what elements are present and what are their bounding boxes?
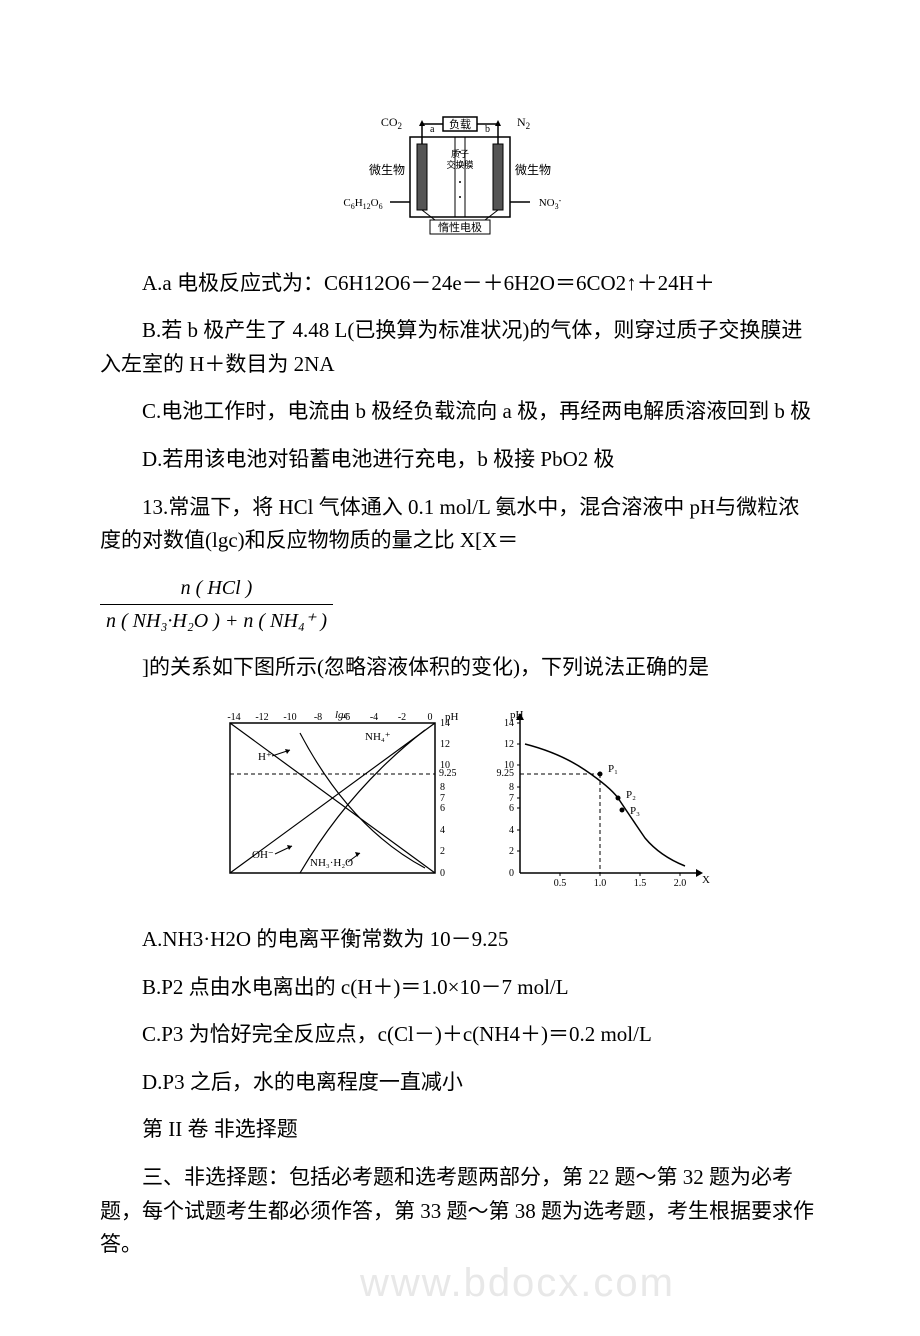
svg-text:1.5: 1.5: [634, 878, 647, 889]
svg-text:12: 12: [504, 739, 514, 750]
svg-text:0: 0: [428, 712, 433, 723]
svg-text:2.0: 2.0: [674, 878, 687, 889]
electrode-a-label: a: [430, 124, 435, 135]
q13-fraction: n ( HCl ) n ( NH₃·H₂O ) + n ( NH₄⁺ ): [100, 572, 820, 637]
svg-text:-4: -4: [370, 712, 378, 723]
svg-text:2: 2: [440, 846, 445, 857]
membrane-label-1: 质子: [451, 148, 469, 159]
option-C: C.电池工作时，电流由 b 极经负载流向 a 极，再经两电解质溶液回到 b 极: [100, 395, 820, 429]
svg-text:2: 2: [509, 846, 514, 857]
section2-title: 第 II 卷 非选择题: [100, 1113, 820, 1147]
fuel-cell-svg: 负载 CO2 N2 a b 微生物 微生物 C6H12O6 NO3- 质子 交换…: [335, 112, 585, 242]
q13-option-A: A.NH3·H2O 的电离平衡常数为 10－9.25: [100, 923, 820, 957]
right-chart: pH X 0 2 4 6 7 8 9.25 10 12 14 0.5 1.0: [497, 709, 711, 889]
co2-label: CO2: [381, 115, 402, 131]
left-micro-label: 微生物: [369, 163, 405, 177]
q13-option-D: D.P3 之后，水的电离程度一直减小: [100, 1066, 820, 1100]
svg-text:1.0: 1.0: [594, 878, 607, 889]
no3-label: NO3-: [539, 196, 562, 211]
section3-desc: 三、非选择题：包括必考题和选考题两部分，第 22 题～第 32 题为必考题，每个…: [100, 1161, 820, 1262]
svg-text:14: 14: [440, 718, 450, 729]
q13-stem: 13.常温下，将 HCl 气体通入 0.1 mol/L 氨水中，混合溶液中 pH…: [100, 491, 820, 558]
svg-text:-6: -6: [342, 712, 350, 723]
svg-text:10: 10: [504, 760, 514, 771]
c6h12o6-label: C6H12O6: [343, 197, 382, 211]
frac-num: n ( HCl ): [100, 572, 333, 604]
option-B: B.若 b 极产生了 4.48 L(已换算为标准状况)的气体，则穿过质子交换膜进…: [100, 314, 820, 381]
svg-text:-10: -10: [283, 712, 296, 723]
svg-text:-2: -2: [398, 712, 406, 723]
svg-text:NH₃·H₂O: NH₃·H₂O: [310, 857, 353, 869]
svg-text:-12: -12: [255, 712, 268, 723]
svg-text:P₃: P₃: [630, 805, 640, 817]
option-A: A.a 电极反应式为：C6H12O6－24e－＋6H2O＝6CO2↑＋24H＋: [100, 267, 820, 301]
svg-text:4: 4: [440, 825, 445, 836]
n2-label: N2: [517, 115, 530, 131]
svg-text:P₁: P₁: [608, 763, 618, 775]
svg-text:OH⁻: OH⁻: [252, 849, 274, 861]
svg-text:6: 6: [509, 803, 514, 814]
svg-text:7: 7: [440, 793, 445, 804]
load-label: 负载: [449, 117, 471, 131]
svg-text:P₂: P₂: [626, 789, 636, 801]
option-D: D.若用该电池对铅蓄电池进行充电，b 极接 PbO2 极: [100, 443, 820, 477]
inert-electrode-label: 惰性电极: [438, 220, 482, 234]
svg-text:H⁺: H⁺: [258, 751, 272, 763]
svg-text:0.5: 0.5: [554, 878, 567, 889]
svg-text:6: 6: [440, 803, 445, 814]
fuel-cell-diagram: 负载 CO2 N2 a b 微生物 微生物 C6H12O6 NO3- 质子 交换…: [100, 112, 820, 253]
svg-text:10: 10: [440, 760, 450, 771]
electrode-b-label: b: [485, 124, 490, 135]
svg-text:7: 7: [509, 793, 514, 804]
svg-text:X: X: [702, 874, 710, 886]
svg-text:8: 8: [509, 782, 514, 793]
frac-den: n ( NH₃·H₂O ) + n ( NH₄⁺ ): [100, 604, 333, 637]
svg-text:12: 12: [440, 739, 450, 750]
svg-text:8: 8: [440, 782, 445, 793]
svg-text:0: 0: [440, 868, 445, 879]
svg-text:-14: -14: [227, 712, 240, 723]
svg-text:NH₄⁺: NH₄⁺: [365, 731, 391, 743]
charts-container: pH lgc -14 -12 -10 -8 -6 -4 -2 0 0 2 4 6…: [100, 698, 820, 909]
q13-option-C: C.P3 为恰好完全反应点，c(Cl－)＋c(NH4＋)＝0.2 mol/L: [100, 1018, 820, 1052]
svg-text:4: 4: [509, 825, 514, 836]
svg-text:0: 0: [509, 868, 514, 879]
left-chart: pH lgc -14 -12 -10 -8 -6 -4 -2 0 0 2 4 6…: [227, 709, 458, 879]
q13-option-B: B.P2 点由水电离出的 c(H＋)＝1.0×10－7 mol/L: [100, 971, 820, 1005]
svg-text:-8: -8: [314, 712, 322, 723]
right-micro-label: 微生物: [515, 163, 551, 177]
svg-text:14: 14: [504, 718, 514, 729]
charts-svg: pH lgc -14 -12 -10 -8 -6 -4 -2 0 0 2 4 6…: [200, 698, 720, 898]
membrane-label-2: 交换膜: [446, 159, 473, 170]
q13-tail: ]的关系如下图所示(忽略溶液体积的变化)，下列说法正确的是: [100, 651, 820, 685]
